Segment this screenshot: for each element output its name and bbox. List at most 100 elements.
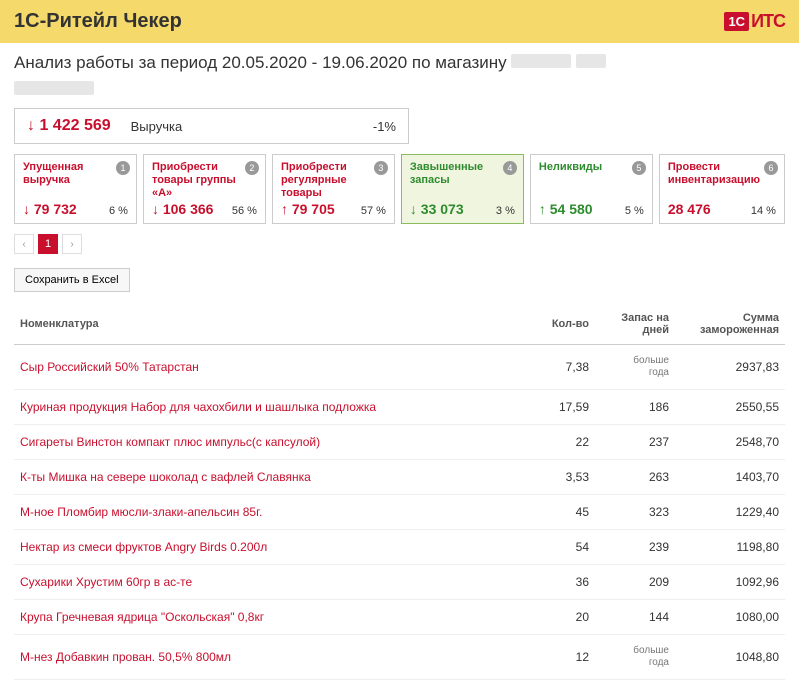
table-row: Сыр Российский 50% Татарстан7,38большего… — [14, 345, 785, 390]
cell-days: большегода — [595, 345, 675, 390]
col-sum[interactable]: Сумма замороженная — [675, 304, 785, 345]
arrow-icon: ↑ — [539, 201, 546, 217]
cell-qty: 45 — [527, 495, 595, 530]
card-number-badge: 6 — [764, 161, 778, 175]
table-row: М-ное Пломбир мюсли-злаки-апельсин 85г.4… — [14, 495, 785, 530]
subtitle-text: Анализ работы за период 20.05.2020 - 19.… — [14, 53, 507, 72]
pagination: ‹ 1 › — [0, 224, 799, 264]
cell-name[interactable]: Нектар из смеси фруктов Angry Birds 0.20… — [14, 530, 527, 565]
cell-qty: 3,53 — [527, 460, 595, 495]
redacted-store-2 — [576, 54, 606, 68]
metric-card[interactable]: 3Приобрести регулярные товары↑ 79 70557 … — [272, 154, 395, 224]
cell-sum: 2937,83 — [675, 345, 785, 390]
cell-days: 209 — [595, 565, 675, 600]
cell-name[interactable]: М-нез Добавкин прован. 50,5% 800мл — [14, 635, 527, 680]
card-value: ↓ 79 732 — [23, 201, 77, 217]
cell-days: 323 — [595, 495, 675, 530]
cell-name[interactable]: Куриная продукция Набор для чахохбили и … — [14, 390, 527, 425]
card-value: ↓ 33 073 — [410, 201, 464, 217]
export-excel-button[interactable]: Сохранить в Excel — [14, 268, 130, 292]
cell-qty: 36 — [527, 565, 595, 600]
cell-sum: 1048,80 — [675, 635, 785, 680]
cell-name[interactable]: Сыр Российский 50% Татарстан — [14, 345, 527, 390]
metric-card[interactable]: 4Завышенные запасы ↓ 33 073 3 % — [401, 154, 524, 224]
toolbar: Сохранить в Excel — [0, 264, 799, 296]
card-bottom: ↑ 79 70557 % — [281, 201, 386, 217]
metric-cards: 1Упущенная выручка ↓ 79 732 6 % 2Приобрести… — [0, 154, 799, 224]
metric-card[interactable]: 5Неликвиды ↑ 54 580 5 % — [530, 154, 653, 224]
cell-sum: 1198,80 — [675, 530, 785, 565]
card-pct: 5 % — [625, 205, 644, 217]
cell-days: 239 — [595, 530, 675, 565]
cell-qty: 54 — [527, 530, 595, 565]
table-row: Нектар из смеси фруктов Angry Birds 0.20… — [14, 530, 785, 565]
revenue-label: Выручка — [131, 119, 183, 134]
card-title: Упущенная выручка — [23, 161, 128, 187]
col-name[interactable]: Номенклатура — [14, 304, 527, 345]
cell-name[interactable]: Крупа Гречневая ядрица "Оскольская" 0,8к… — [14, 600, 527, 635]
pager-next-button[interactable]: › — [62, 234, 82, 254]
cell-qty: 7,38 — [527, 345, 595, 390]
card-value: ↑ 54 580 — [539, 201, 593, 217]
metric-card[interactable]: 6Провести инвентаризацию 28 476 14 % — [659, 154, 785, 224]
data-table: Номенклатура Кол-во Запас на дней Сумма … — [14, 304, 785, 680]
table-row: Крупа Гречневая ядрица "Оскольская" 0,8к… — [14, 600, 785, 635]
logo-1c-badge: 1C — [724, 12, 749, 31]
card-value: ↓ 106 366 — [152, 201, 214, 217]
logo: 1C ИТС — [724, 11, 785, 32]
cell-qty: 17,59 — [527, 390, 595, 425]
card-title: Неликвиды — [539, 161, 644, 174]
cell-sum: 2550,55 — [675, 390, 785, 425]
cell-days: 237 — [595, 425, 675, 460]
card-title: Приобрести товары группы «А» — [152, 161, 257, 201]
card-bottom: ↓ 106 366 56 % — [152, 201, 257, 217]
table-row: Сухарики Хрустим 60гр в ас-те362091092,9… — [14, 565, 785, 600]
cell-sum: 1092,96 — [675, 565, 785, 600]
cell-name[interactable]: К-ты Мишка на севере шоколад с вафлей Сл… — [14, 460, 527, 495]
table-row: Сигареты Винстон компакт плюс импульс(с … — [14, 425, 785, 460]
card-pct: 56 % — [232, 205, 257, 217]
table-row: К-ты Мишка на севере шоколад с вафлей Сл… — [14, 460, 785, 495]
pager-prev-button[interactable]: ‹ — [14, 234, 34, 254]
table-row: М-нез Добавкин прован. 50,5% 800мл12боль… — [14, 635, 785, 680]
arrow-down-icon: ↓ — [27, 117, 35, 134]
col-qty[interactable]: Кол-во — [527, 304, 595, 345]
card-bottom: ↓ 79 732 6 % — [23, 201, 128, 217]
arrow-icon: ↓ — [152, 201, 159, 217]
card-number-badge: 1 — [116, 161, 130, 175]
card-number-badge: 4 — [503, 161, 517, 175]
table-header-row: Номенклатура Кол-во Запас на дней Сумма … — [14, 304, 785, 345]
card-pct: 3 % — [496, 205, 515, 217]
redacted-store-3 — [14, 81, 94, 95]
arrow-icon: ↑ — [281, 201, 288, 217]
card-number-badge: 3 — [374, 161, 388, 175]
pager-current: 1 — [38, 234, 58, 254]
cell-name[interactable]: Сухарики Хрустим 60гр в ас-те — [14, 565, 527, 600]
cell-name[interactable]: Сигареты Винстон компакт плюс импульс(с … — [14, 425, 527, 460]
card-value: ↑ 79 705 — [281, 201, 335, 217]
cell-sum: 2548,70 — [675, 425, 785, 460]
card-title: Завышенные запасы — [410, 161, 515, 187]
card-pct: 6 % — [109, 205, 128, 217]
card-bottom: ↓ 33 073 3 % — [410, 201, 515, 217]
card-pct: 14 % — [751, 205, 776, 217]
card-value: 28 476 — [668, 201, 711, 217]
redacted-store-1 — [511, 54, 571, 68]
cell-days: 186 — [595, 390, 675, 425]
metric-card[interactable]: 2Приобрести товары группы «А»↓ 106 366 56… — [143, 154, 266, 224]
card-title: Провести инвентаризацию — [668, 161, 776, 187]
col-days[interactable]: Запас на дней — [595, 304, 675, 345]
arrow-icon: ↓ — [410, 201, 417, 217]
cell-days: 144 — [595, 600, 675, 635]
card-bottom: 28 476 14 % — [668, 201, 776, 217]
logo-its-text: ИТС — [751, 11, 785, 32]
cell-qty: 22 — [527, 425, 595, 460]
cell-days: большегода — [595, 635, 675, 680]
cell-name[interactable]: М-ное Пломбир мюсли-злаки-апельсин 85г. — [14, 495, 527, 530]
metric-card[interactable]: 1Упущенная выручка ↓ 79 732 6 % — [14, 154, 137, 224]
revenue-summary: ↓ 1 422 569 Выручка -1% — [14, 108, 409, 144]
report-subtitle: Анализ работы за период 20.05.2020 - 19.… — [0, 43, 799, 77]
card-number-badge: 2 — [245, 161, 259, 175]
table-row: Куриная продукция Набор для чахохбили и … — [14, 390, 785, 425]
card-number-badge: 5 — [632, 161, 646, 175]
